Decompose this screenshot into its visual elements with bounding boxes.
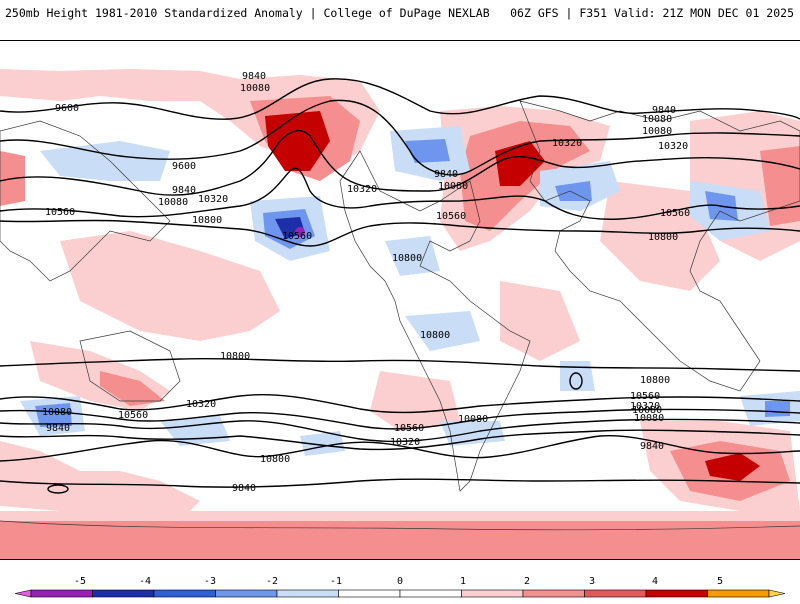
contour-label: 9600 xyxy=(172,161,196,172)
contour-label: 10080 xyxy=(642,114,672,125)
contour-label: 10080 xyxy=(634,413,664,424)
colorbar-tick: 0 xyxy=(397,576,403,587)
map-title: 250mb Height 1981-2010 Standardized Anom… xyxy=(5,6,490,20)
anomaly-map: 9840 10080 9600 9600 9840 10080 10320 10… xyxy=(0,40,800,560)
contour-label: 10800 xyxy=(640,375,670,386)
contour-label: 9840 xyxy=(652,105,676,116)
colorbar-swatch xyxy=(30,589,93,598)
colorbar-swatch xyxy=(399,589,462,598)
contour-label: 10560 xyxy=(436,211,466,222)
contour-label: 10080 xyxy=(240,83,270,94)
contour-label: 9840 xyxy=(172,185,196,196)
colorbar-swatch xyxy=(92,589,155,598)
contour-label: 10560 xyxy=(660,208,690,219)
contour-label: 10560 xyxy=(118,410,148,421)
model-run-info: 06Z GFS | F351 Valid: 21Z MON DEC 01 202… xyxy=(510,6,794,20)
contour-label: 9840 xyxy=(434,169,458,180)
contour-label: 10080 xyxy=(458,414,488,425)
negative-anomaly-medium xyxy=(35,139,790,427)
colorbar-tick: -3 xyxy=(204,576,216,587)
colorbar-tick: 4 xyxy=(652,576,658,587)
contour-label: 9840 xyxy=(46,423,70,434)
colorbar-arrow-left xyxy=(14,589,32,598)
coastlines xyxy=(0,100,800,531)
contour-label: 9840 xyxy=(640,441,664,452)
contour-label: 10080 xyxy=(42,407,72,418)
colorbar-swatch xyxy=(584,589,647,598)
contour-label: 9840 xyxy=(242,71,266,82)
colorbar: -5 -4 -3 -2 -1 0 1 2 3 4 5 xyxy=(0,570,800,600)
extreme-negative-anomaly xyxy=(295,227,305,237)
contour-labels: 9840 10080 9600 9600 9840 10080 10320 10… xyxy=(42,71,690,494)
contour-label: 10320 xyxy=(390,437,420,448)
contour-label: 10560 xyxy=(394,423,424,434)
colorbar-arrow-right xyxy=(768,589,786,598)
contour-label: 10320 xyxy=(186,399,216,410)
colorbar-swatch xyxy=(522,589,585,598)
contour-label: 9600 xyxy=(55,103,79,114)
colorbar-tick: -1 xyxy=(330,576,342,587)
contour-label: 10320 xyxy=(347,184,377,195)
colorbar-swatch xyxy=(276,589,339,598)
contour-label: 10800 xyxy=(192,215,222,226)
contour-label: 10080 xyxy=(158,197,188,208)
contour-label: 10320 xyxy=(552,138,582,149)
colorbar-tick: -2 xyxy=(266,576,278,587)
colorbar-tick: 1 xyxy=(460,576,466,587)
colorbar-tick: 3 xyxy=(589,576,595,587)
colorbar-swatch xyxy=(215,589,278,598)
colorbar-tick: -4 xyxy=(139,576,151,587)
colorbar-tick: -5 xyxy=(74,576,86,587)
contour-label: 10800 xyxy=(648,232,678,243)
colorbar-swatch xyxy=(338,589,401,598)
colorbar-tick: 5 xyxy=(717,576,723,587)
contour-label: 10320 xyxy=(198,194,228,205)
contour-label: 9840 xyxy=(232,483,256,494)
height-contours xyxy=(0,78,800,494)
contour-label: 10320 xyxy=(630,401,660,412)
colorbar-swatch xyxy=(153,589,216,598)
contour-label: 10800 xyxy=(420,330,450,341)
contour-label: 10800 xyxy=(260,454,290,465)
colorbar-swatch xyxy=(645,589,708,598)
colorbar-tick: 2 xyxy=(524,576,530,587)
contour-label: 10080 xyxy=(438,181,468,192)
contour-label: 10560 xyxy=(282,231,312,242)
contour-label: 10800 xyxy=(220,351,250,362)
contour-label: 10080 xyxy=(632,405,662,416)
colorbar-ticks: -5 -4 -3 -2 -1 0 1 2 3 4 5 xyxy=(74,576,723,587)
colorbar-swatches xyxy=(14,589,786,598)
contour-label: 10560 xyxy=(45,207,75,218)
contour-label: 10800 xyxy=(392,253,422,264)
colorbar-swatch xyxy=(461,589,524,598)
colorbar-swatch xyxy=(707,589,770,598)
contour-label: 10080 xyxy=(642,126,672,137)
contour-label: 10320 xyxy=(658,141,688,152)
contour-label: 10560 xyxy=(630,391,660,402)
